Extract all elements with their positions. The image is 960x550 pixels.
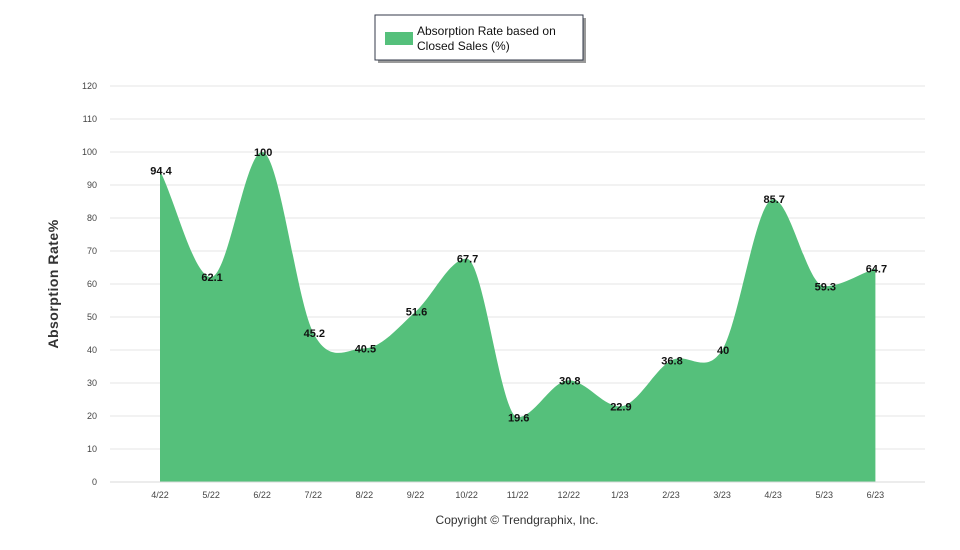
data-label: 40 xyxy=(717,345,729,357)
data-label: 36.8 xyxy=(661,356,682,368)
y-tick-label: 60 xyxy=(87,279,97,289)
data-label: 64.7 xyxy=(866,263,887,275)
data-label: 22.9 xyxy=(610,401,631,413)
data-label: 100 xyxy=(254,147,272,159)
y-tick-label: 80 xyxy=(87,213,97,223)
data-label: 45.2 xyxy=(304,328,325,340)
x-tick-label: 12/22 xyxy=(558,490,581,500)
x-tick-label: 4/23 xyxy=(764,490,782,500)
legend-text-line1: Absorption Rate based on xyxy=(417,24,556,38)
data-label: 67.7 xyxy=(457,254,478,266)
y-axis-title: Absorption Rate% xyxy=(45,219,61,348)
area-fill xyxy=(160,152,876,482)
data-label: 59.3 xyxy=(815,281,836,293)
area-series xyxy=(159,151,876,482)
y-tick-label: 70 xyxy=(87,246,97,256)
x-tick-label: 8/22 xyxy=(356,490,374,500)
legend-text-line2: Closed Sales (%) xyxy=(417,39,510,53)
y-tick-label: 30 xyxy=(87,378,97,388)
x-tick-label: 11/22 xyxy=(507,490,529,500)
data-labels: 94.4 62.1 100 45.2 40.5 51.6 67.7 19.6 30.8 22.9 3… xyxy=(150,147,887,424)
y-tick-label: 0 xyxy=(92,477,97,487)
x-tick-label: 3/23 xyxy=(713,490,731,500)
data-label: 51.6 xyxy=(406,307,427,319)
y-tick-label: 100 xyxy=(82,147,97,157)
x-tick-label: 6/22 xyxy=(253,490,271,500)
legend: Absorption Rate based on Closed Sales (%… xyxy=(374,14,586,63)
x-tick-label: 5/22 xyxy=(202,490,220,500)
y-tick-label: 50 xyxy=(87,312,97,322)
y-tick-label: 110 xyxy=(83,114,97,124)
x-tick-label: 6/23 xyxy=(867,490,885,500)
x-tick-label: 5/23 xyxy=(816,490,834,500)
x-tick-label: 2/23 xyxy=(662,490,680,500)
y-tick-label: 120 xyxy=(82,81,97,91)
x-tick-label: 1/23 xyxy=(611,490,629,500)
y-tick-label: 90 xyxy=(87,180,97,190)
x-tick-label: 4/22 xyxy=(151,490,169,500)
data-label: 62.1 xyxy=(201,272,222,284)
x-tick-label: 10/22 xyxy=(455,490,478,500)
data-label: 85.7 xyxy=(763,194,784,206)
y-axis-ticks: 0 10 20 30 40 50 60 70 80 90 100 110 120 xyxy=(82,81,97,487)
copyright-text: Copyright © Trendgraphix, Inc. xyxy=(436,513,599,527)
data-label: 40.5 xyxy=(355,343,376,355)
data-label: 94.4 xyxy=(150,165,172,177)
y-tick-label: 20 xyxy=(87,411,97,421)
data-label: 19.6 xyxy=(508,412,529,424)
legend-swatch xyxy=(385,32,413,45)
x-tick-label: 9/22 xyxy=(407,490,425,500)
x-axis-ticks: 4/22 5/22 6/22 7/22 8/22 9/22 10/22 11/22 12/22 1… xyxy=(110,481,925,500)
data-label: 30.8 xyxy=(559,375,580,387)
x-tick-label: 7/22 xyxy=(305,490,323,500)
y-tick-label: 10 xyxy=(87,444,97,454)
y-tick-label: 40 xyxy=(87,345,97,355)
